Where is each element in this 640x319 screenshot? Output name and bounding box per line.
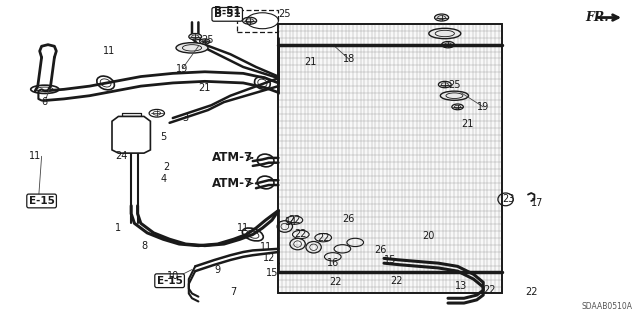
Text: 15: 15 [384, 255, 397, 265]
Text: 7: 7 [230, 287, 237, 297]
Text: 1: 1 [115, 223, 122, 233]
Text: 23: 23 [502, 194, 515, 204]
Text: 25: 25 [278, 9, 291, 19]
Text: 14: 14 [285, 217, 298, 227]
Text: 26: 26 [374, 245, 387, 256]
Text: 19: 19 [176, 63, 189, 74]
Text: 15: 15 [266, 268, 278, 278]
Text: 22: 22 [525, 287, 538, 297]
Text: E-15: E-15 [29, 196, 54, 206]
Circle shape [438, 81, 451, 88]
Polygon shape [112, 116, 150, 153]
Circle shape [200, 39, 210, 44]
Text: B-51: B-51 [214, 9, 241, 19]
Text: 18: 18 [342, 54, 355, 64]
Ellipse shape [429, 28, 461, 39]
Text: 22: 22 [317, 233, 330, 243]
Text: 21: 21 [304, 57, 317, 67]
Text: SDAAB0510A: SDAAB0510A [581, 302, 632, 311]
Text: 22: 22 [390, 276, 403, 286]
Text: 11: 11 [102, 46, 115, 56]
Bar [278, 24, 502, 293]
Text: 24: 24 [115, 151, 128, 161]
Text: FR.: FR. [586, 11, 609, 24]
Text: 21: 21 [198, 83, 211, 93]
Text: 10: 10 [166, 271, 179, 281]
Circle shape [243, 17, 257, 24]
Bar [278, 24, 502, 293]
Text: 22: 22 [294, 229, 307, 240]
Text: ATM-7: ATM-7 [212, 177, 253, 190]
Text: 16: 16 [326, 258, 339, 268]
Text: 20: 20 [422, 231, 435, 241]
Circle shape [452, 104, 463, 110]
Text: 25: 25 [448, 79, 461, 90]
Text: 11: 11 [237, 223, 250, 233]
Text: 19: 19 [477, 102, 490, 112]
Text: 3: 3 [182, 113, 189, 123]
Text: 6: 6 [42, 97, 48, 107]
Text: 22: 22 [483, 285, 496, 295]
Circle shape [442, 41, 454, 48]
Text: 13: 13 [454, 280, 467, 291]
Text: E-15: E-15 [157, 276, 182, 286]
Text: 4: 4 [160, 174, 166, 184]
Text: 12: 12 [262, 253, 275, 263]
Text: 22: 22 [330, 277, 342, 287]
Circle shape [189, 33, 202, 40]
Text: 8: 8 [141, 241, 147, 251]
Text: ATM-7: ATM-7 [212, 152, 253, 164]
Text: 25: 25 [202, 35, 214, 45]
Circle shape [435, 14, 449, 21]
Text: 17: 17 [531, 197, 544, 208]
Text: 2: 2 [163, 162, 170, 173]
Bar [237, 10, 278, 32]
Text: 5: 5 [160, 132, 166, 142]
Text: 11: 11 [259, 242, 272, 252]
Text: 11: 11 [29, 151, 42, 161]
Ellipse shape [176, 43, 208, 53]
Text: 26: 26 [342, 213, 355, 224]
Text: 9: 9 [214, 264, 221, 275]
Text: 22: 22 [288, 215, 301, 225]
Text: 21: 21 [461, 119, 474, 130]
Ellipse shape [440, 91, 468, 100]
Text: B-51: B-51 [214, 6, 241, 16]
